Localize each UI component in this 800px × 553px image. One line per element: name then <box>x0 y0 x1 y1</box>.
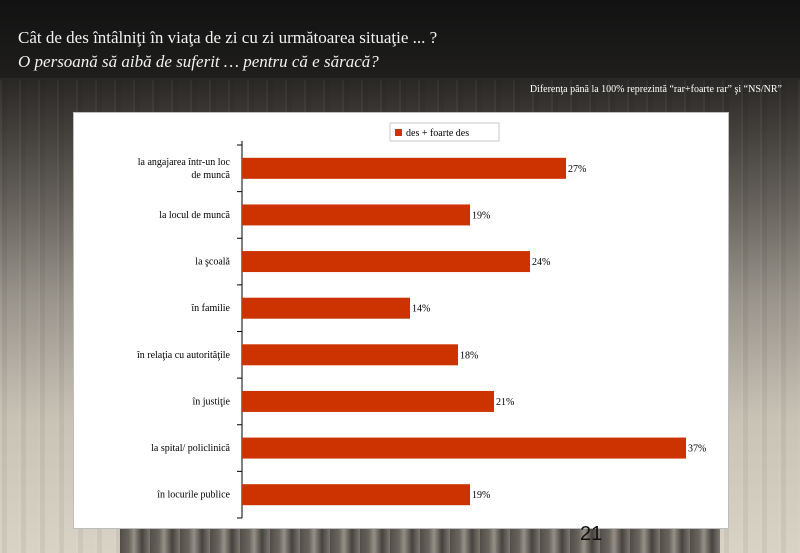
footnote-difference: Diferenţa până la 100% reprezintă “rar+f… <box>529 84 782 95</box>
data-label: 14% <box>412 304 430 315</box>
slide-title: Cât de des întâlniţi în viaţa de zi cu z… <box>18 28 438 47</box>
bar <box>242 157 566 179</box>
legend-label: des + foarte des <box>406 128 469 139</box>
bar-chart: des + foarte des la angajarea într-un lo… <box>136 122 706 519</box>
category-label: la locul de muncă <box>159 210 230 221</box>
category-label: la şcoală <box>195 257 230 268</box>
bar <box>242 344 458 366</box>
bar <box>242 390 494 412</box>
category-label: în relaţia cu autorităţile <box>136 350 231 361</box>
category-label: în locurile publice <box>156 490 230 501</box>
category-label: în familie <box>190 303 230 314</box>
slide-subtitle: O persoană să aibă de suferit … pentru c… <box>18 52 379 71</box>
legend-box <box>389 122 500 142</box>
bar <box>242 251 530 273</box>
category-label: în justiţie <box>192 396 231 407</box>
data-label: 27% <box>568 164 586 175</box>
chart-axis <box>237 141 243 519</box>
data-label: 19% <box>472 490 490 501</box>
header-bar <box>0 0 800 78</box>
data-label: 18% <box>460 350 478 361</box>
legend-swatch <box>395 129 402 136</box>
category-label: la spital/ policlinică <box>151 443 230 454</box>
data-label: 24% <box>532 257 550 268</box>
data-label: 37% <box>688 444 706 455</box>
category-label: la angajarea într-un loc de muncă <box>138 157 231 181</box>
data-label: 19% <box>472 210 490 221</box>
page-number: 21 <box>580 523 603 545</box>
data-label: 21% <box>496 397 514 408</box>
chart-legend: des + foarte des <box>389 122 500 142</box>
bar <box>242 437 686 459</box>
bar <box>242 484 470 506</box>
chart-panel: des + foarte des la angajarea într-un lo… <box>73 112 729 529</box>
chart-marks: la angajarea într-un loc de muncă 27% la lo… <box>136 157 706 506</box>
bar <box>242 297 410 319</box>
bar <box>242 204 470 226</box>
